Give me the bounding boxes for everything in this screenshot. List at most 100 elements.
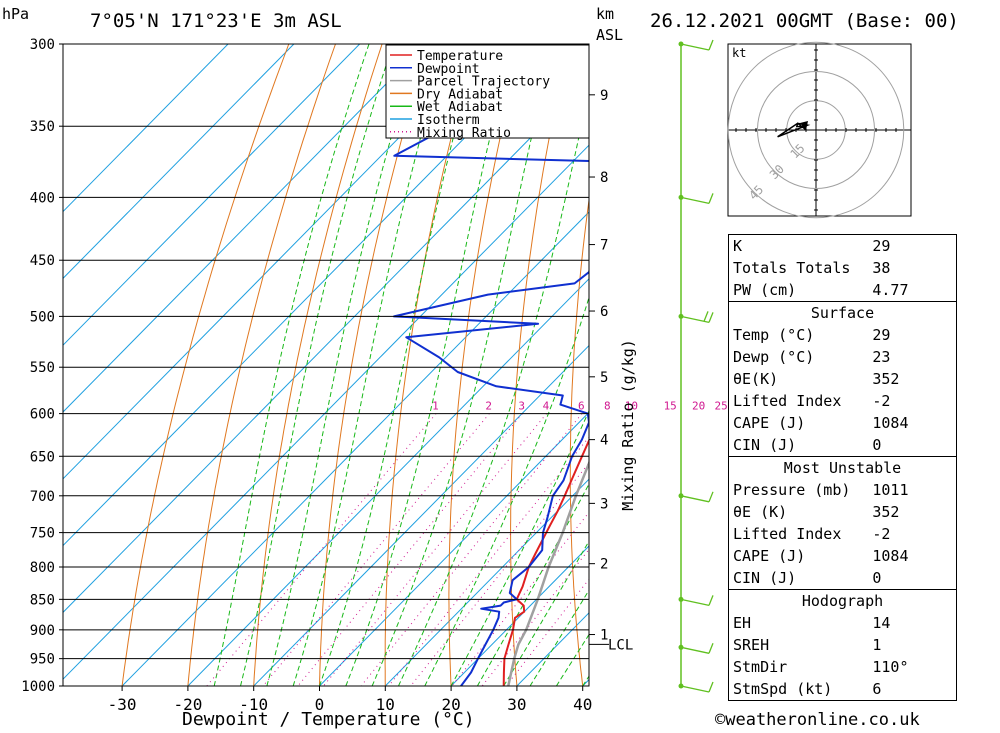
totals-totals-row: Totals Totals 38 (729, 257, 956, 279)
hodograph-ring (757, 71, 875, 189)
wet-adiabat-line (240, 44, 394, 686)
pressure-tick-label: 750 (30, 526, 55, 542)
legend-label: Isotherm (417, 113, 480, 128)
legend-label: Wet Adiabat (417, 100, 503, 115)
pressure-tick-label: 1000 (21, 679, 55, 695)
hodograph-trace (777, 122, 811, 138)
height-tick-label: 9 (600, 88, 608, 104)
hodograph-unit-label: kt (732, 46, 746, 60)
mu-li-value: -2 (872, 525, 891, 543)
surface-dewp-value: 23 (872, 348, 891, 366)
copyright-link[interactable]: ©weatheronline.co.uk (715, 710, 920, 730)
surface-cin-row: CIN (J) 0 (729, 434, 956, 456)
wind-barb-feather (708, 595, 714, 606)
height-tick-label: 3 (600, 496, 608, 512)
temperature-tick-label: -10 (239, 695, 268, 714)
surface-cin-value: 0 (872, 436, 882, 454)
mixing-ratio-label: 15 (664, 400, 677, 413)
isotherm-line (384, 478, 589, 686)
isotherm-line (63, 44, 361, 346)
legend-box (385, 44, 590, 139)
mu-cin-value: 0 (872, 569, 882, 587)
pressure-tick-label: 500 (30, 309, 55, 325)
wind-barb-feather (708, 643, 714, 654)
wind-barb-feather (708, 193, 714, 204)
wind-barb-shaft (680, 43, 710, 51)
plot-frame (62, 43, 590, 687)
surface-li-label: Lifted Index (733, 392, 842, 410)
dry-adiabat-line (684, 44, 714, 686)
surface-temp-row: Temp (°C) 29 (729, 324, 956, 346)
mu-li-row: Lifted Index -2 (729, 523, 956, 545)
height-tick-label: 4 (600, 433, 608, 449)
dewpoint-profile (393, 70, 589, 686)
x-axis-title: Dewpoint / Temperature (°C) (182, 709, 475, 730)
parcel-trajectory-profile (507, 459, 589, 686)
most-unstable-heading: Most Unstable (729, 456, 956, 479)
temperature-tick-label: 20 (441, 695, 460, 714)
mu-theta-row: θE (K) 352 (729, 501, 956, 523)
eh-row: EH 14 (729, 612, 956, 634)
height-tick-label: 7 (600, 238, 608, 254)
indices-panel: K 29 Totals Totals 38 PW (cm) 4.77 Surface … (728, 234, 957, 701)
mu-pressure-label: Pressure (mb) (733, 481, 851, 499)
wind-barb-feather (708, 491, 714, 503)
pressure-tick-label: 650 (30, 449, 55, 465)
isotherm-line (319, 411, 589, 686)
pressure-tick-label: 900 (30, 623, 55, 639)
eh-label: EH (733, 614, 752, 632)
pressure-tick-label: 550 (30, 360, 55, 376)
mu-pressure-value: 1011 (872, 481, 909, 499)
mixing-ratio-label: 4 (543, 400, 550, 413)
pw-value: 4.77 (872, 281, 909, 299)
hodograph-heading: Hodograph (729, 589, 956, 612)
mixing-ratio-line (297, 413, 523, 686)
pressure-unit-label: hPa (2, 5, 30, 23)
surface-theta-label: θE(K) (733, 370, 779, 388)
mu-cape-row: CAPE (J) 1084 (729, 545, 956, 567)
height-unit-asl-label: ASL (596, 26, 624, 44)
wind-barb-feather (708, 681, 714, 693)
pressure-tick-label: 700 (30, 489, 55, 505)
surface-cape-value: 1084 (872, 414, 909, 432)
wet-adiabat-line (213, 44, 370, 686)
wind-barb-feather (708, 39, 714, 51)
storm-motion-marker (800, 120, 809, 130)
pressure-tick-label: 400 (30, 190, 55, 206)
temperature-tick-label: 30 (507, 695, 526, 714)
totals-totals-label: Totals Totals (733, 259, 851, 277)
sreh-row: SREH 1 (729, 634, 956, 656)
surface-cape-label: CAPE (J) (733, 414, 806, 432)
mu-theta-label: θE (K) (733, 503, 788, 521)
pressure-tick-label: 600 (30, 407, 55, 423)
lcl-label: LCL (608, 637, 633, 653)
k-index-value: 29 (872, 237, 891, 255)
temperature-tick-label: -30 (108, 695, 137, 714)
isotherm-line (63, 44, 492, 480)
wind-barb-shaft (680, 685, 710, 693)
mixing-ratio-axis-title: Mixing Ratio (g/kg) (619, 339, 637, 511)
temperature-tick-label: 10 (376, 695, 395, 714)
k-index-row: K 29 (729, 235, 956, 257)
wind-barb-feather (708, 312, 714, 323)
mixing-ratio-label: 20 (692, 400, 705, 413)
wet-adiabat-line (424, 296, 589, 686)
hodograph-ring (727, 41, 905, 219)
dry-adiabat-line (569, 196, 589, 686)
surface-temp-value: 29 (872, 326, 891, 344)
sreh-value: 1 (872, 636, 882, 654)
dry-adiabat-line (121, 44, 290, 686)
sreh-label: SREH (733, 636, 770, 654)
mixing-ratio-label: 8 (604, 400, 611, 413)
surface-cin-label: CIN (J) (733, 436, 797, 454)
height-tick-label: 1 (600, 628, 608, 644)
stmdir-label: StmDir (733, 658, 788, 676)
legend-label: Dry Adiabat (417, 87, 503, 102)
mixing-ratio-line (360, 413, 583, 686)
isotherm-line (63, 77, 589, 614)
dry-adiabat-line (253, 44, 383, 686)
isotherm-line (63, 144, 589, 680)
isotherm-line (63, 44, 295, 280)
dry-adiabat-line (510, 44, 570, 686)
legend-label: Dewpoint (417, 62, 480, 77)
